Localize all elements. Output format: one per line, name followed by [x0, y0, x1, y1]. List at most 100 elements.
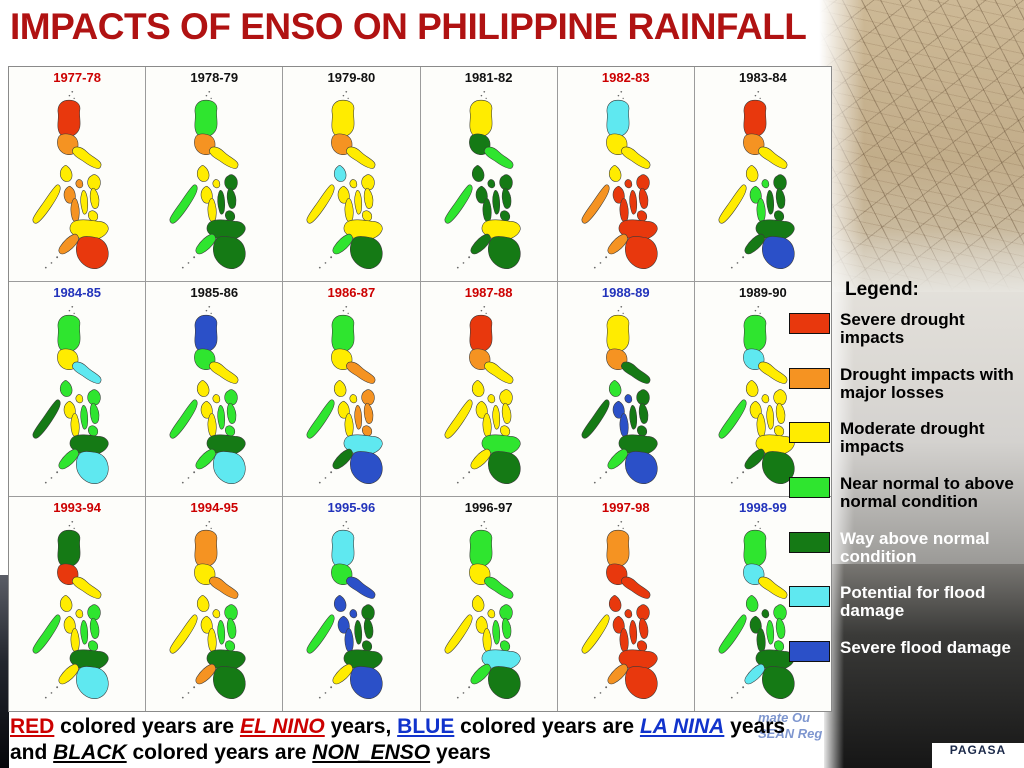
map-year-label: 1996-97 — [464, 500, 513, 515]
region-mindanao-south — [76, 451, 109, 484]
islet-dots — [456, 520, 487, 699]
region-zamboanga — [58, 663, 79, 685]
region-zamboanga — [58, 448, 79, 470]
region-visayas-east — [80, 174, 101, 222]
region-mindoro — [608, 165, 622, 182]
region-palawan — [307, 184, 335, 224]
region-luzon-north — [194, 529, 218, 568]
map-year-label: 1993-94 — [53, 500, 101, 515]
philippines-map — [444, 90, 521, 269]
philippines-map — [718, 520, 795, 699]
region-luzon-north — [743, 314, 767, 353]
map-year-label: 1978-79 — [190, 70, 239, 85]
islet-dots — [593, 520, 624, 699]
region-luzon-north — [469, 529, 492, 568]
islet-dots — [319, 305, 350, 484]
region-mindanao-north — [206, 649, 246, 671]
map-cell: 1982-83 — [557, 67, 694, 281]
region-mindanao-south — [76, 236, 109, 269]
islet-dots — [730, 520, 761, 699]
region-luzon-north — [743, 529, 767, 568]
region-mindanao-north — [344, 649, 383, 671]
caption-segment: BLUE — [397, 715, 455, 738]
region-luzon-south — [620, 146, 651, 169]
philippines-map — [32, 305, 109, 484]
region-zamboanga — [470, 448, 491, 470]
legend-item: Severe flood damage — [789, 639, 1022, 663]
agency-label: PAGASA — [949, 743, 1007, 757]
philippines-map — [718, 305, 795, 484]
legend-item: Potential for flood damage — [789, 584, 1022, 620]
region-mindanao-north — [344, 219, 383, 241]
map-grid: 1977-78 — [8, 66, 832, 712]
region-luzon-south — [346, 146, 376, 169]
region-visayas-west — [749, 609, 770, 652]
region-luzon-north — [469, 314, 492, 353]
legend-item: Way above normal condition — [789, 529, 1022, 566]
region-mindanao-north — [618, 219, 658, 241]
map-cell: 1984-85 — [9, 282, 146, 496]
map-year-label: 1988-89 — [601, 285, 650, 300]
islet-dots — [182, 305, 213, 484]
philippines-map — [581, 305, 658, 484]
region-zamboanga — [332, 233, 354, 255]
map-year-label: 1998-99 — [739, 500, 787, 515]
philippines-map — [307, 305, 383, 484]
background-dark-photo — [824, 564, 1024, 768]
philippines-map — [32, 90, 109, 269]
region-mindanao-north — [481, 219, 521, 241]
region-luzon-south — [620, 576, 651, 599]
map-cell: 1986-87 — [283, 282, 420, 496]
region-mindanao-south — [213, 236, 246, 269]
region-luzon-north — [194, 314, 218, 353]
philippines-map — [169, 520, 246, 699]
islet-dots — [456, 305, 487, 484]
map-year-label: 1987-88 — [464, 285, 513, 300]
region-visayas-east — [766, 604, 787, 652]
region-visayas-west — [475, 179, 495, 222]
region-mindanao-north — [344, 434, 383, 456]
region-luzon-south — [483, 146, 513, 169]
region-palawan — [718, 614, 747, 654]
region-mindanao-south — [350, 666, 383, 699]
region-luzon-south — [483, 576, 513, 599]
region-zamboanga — [744, 663, 765, 685]
region-palawan — [169, 184, 198, 224]
region-mindoro — [608, 595, 622, 612]
caption-segment: years — [430, 740, 491, 764]
region-visayas-west — [612, 394, 632, 437]
region-visayas-east — [217, 604, 238, 652]
region-palawan — [32, 399, 61, 439]
region-mindoro — [334, 595, 347, 612]
region-luzon-north — [606, 314, 630, 353]
region-visayas-west — [612, 179, 632, 222]
region-mindanao-north — [69, 649, 109, 671]
region-luzon-north — [194, 99, 218, 138]
philippines-map — [307, 520, 383, 699]
region-visayas-east — [217, 174, 238, 222]
region-palawan — [169, 614, 198, 654]
legend-items: Severe drought impacts Drought impacts wi… — [789, 311, 1022, 663]
region-mindoro — [60, 165, 73, 182]
region-palawan — [169, 399, 198, 439]
philippines-map — [718, 90, 795, 269]
region-luzon-south — [72, 576, 102, 599]
region-mindoro — [60, 595, 73, 612]
islet-dots — [319, 90, 350, 269]
islet-dots — [730, 305, 761, 484]
region-luzon-north — [331, 99, 355, 138]
map-year-label: 1997-98 — [601, 500, 650, 515]
region-mindoro — [471, 595, 484, 612]
region-visayas-west — [612, 609, 632, 652]
region-visayas-east — [491, 604, 513, 652]
legend-label: Moderate drought impacts — [840, 419, 985, 457]
map-year-label: 1981-82 — [464, 70, 513, 85]
legend: Legend: Severe drought impacts Drought im… — [789, 279, 1022, 681]
region-mindanao-south — [761, 666, 795, 699]
region-palawan — [444, 184, 473, 224]
islet-dots — [593, 305, 624, 484]
region-mindoro — [197, 595, 210, 612]
region-mindanao-south — [761, 236, 795, 269]
philippines-map — [169, 90, 246, 269]
region-palawan — [581, 184, 610, 224]
